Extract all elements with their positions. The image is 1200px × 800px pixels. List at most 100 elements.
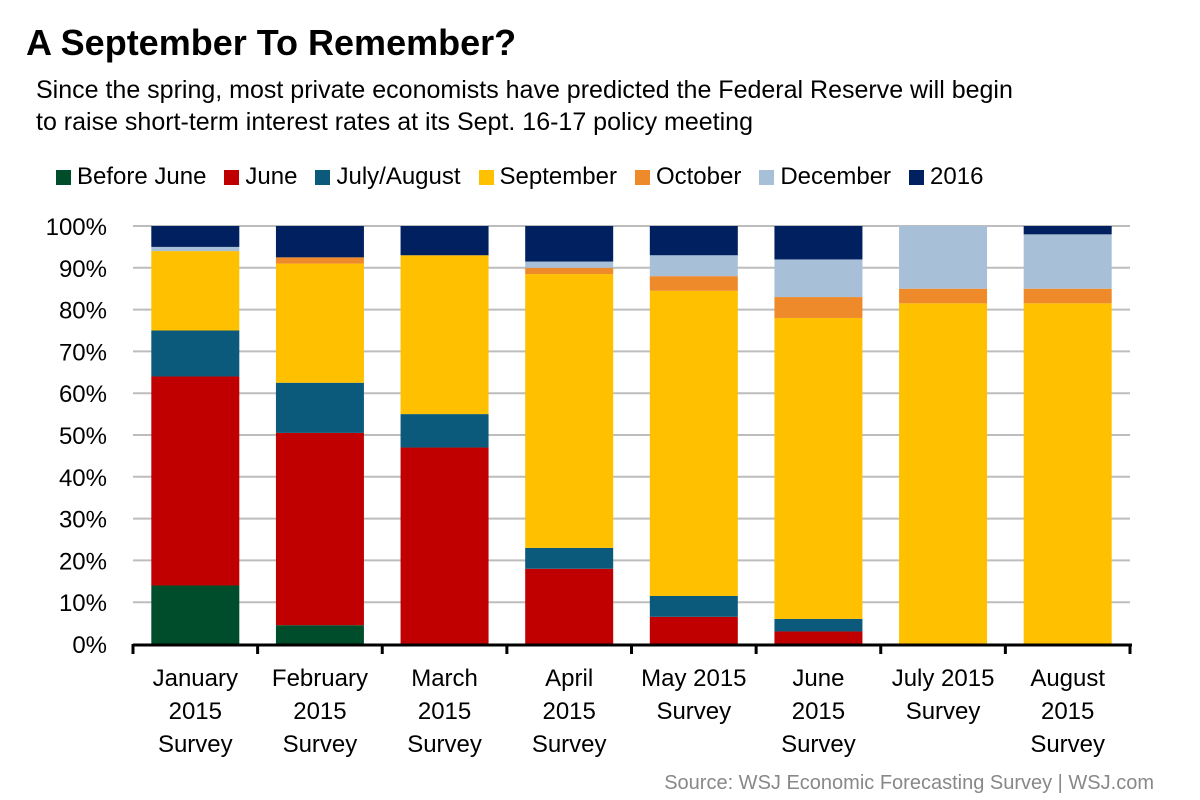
x-tick-label-line: Survey (532, 731, 607, 758)
legend-label: October (655, 163, 742, 190)
legend-label: July/August (336, 163, 461, 190)
bar-segment-2016 (525, 226, 614, 262)
legend-label: June (245, 163, 298, 190)
legend-item: Before June (56, 163, 206, 191)
bar-segment-before-june (151, 585, 240, 644)
bar-segment-october (1023, 288, 1112, 304)
bar-segment-september (649, 290, 738, 596)
x-tick-label-line: 2015 (169, 698, 222, 725)
y-tick-label: 100% (46, 214, 107, 241)
x-tick-label-line: May 2015 (641, 665, 746, 692)
legend-item: December (759, 163, 891, 191)
y-tick-label: 80% (59, 298, 107, 325)
x-tick-label-line: March (411, 665, 478, 692)
x-tick-label: January 2015 Survey (153, 665, 238, 758)
y-tick-label: 90% (59, 256, 107, 283)
bar-segment-june (275, 432, 364, 626)
bar-segment-before-june (275, 625, 364, 644)
y-tick-label: 60% (59, 381, 107, 408)
bar-segment-september (899, 303, 988, 644)
x-tick-label-line: Survey (407, 731, 482, 758)
bar-segment-july-august (649, 595, 738, 617)
bar-segment-2016 (400, 226, 489, 256)
legend-label: 2016 (930, 163, 984, 190)
y-tick-label: 10% (59, 590, 107, 617)
x-tick-label: May 2015 Survey (641, 665, 746, 725)
bar-segment-2016 (1023, 226, 1112, 235)
bar-segment-october (525, 267, 614, 275)
bar-segment-december (899, 226, 988, 289)
bar-segment-2016 (275, 226, 364, 258)
bar-segment-june (151, 376, 240, 586)
y-tick-label: 20% (59, 548, 107, 575)
legend-item: July/August (315, 163, 461, 191)
legend-swatch (315, 169, 331, 185)
x-tick-label-line: January (153, 665, 238, 692)
x-tick-label-line: August (1030, 665, 1105, 692)
legend-item: June (224, 163, 297, 191)
bar-segment-2016 (649, 226, 738, 256)
bar-segment-june (400, 447, 489, 644)
bar-segment-july-august (400, 414, 489, 448)
x-tick-label-line: June (792, 665, 844, 692)
bar-segment-july-august (151, 330, 240, 377)
bar-segment-december (1023, 234, 1112, 289)
y-tick-label: 30% (59, 507, 107, 534)
bar-segment-september (774, 317, 863, 619)
bar-segment-october (275, 257, 364, 264)
bar-segment-september (275, 263, 364, 383)
y-tick-label: 70% (59, 339, 107, 366)
x-tick-label-line: Survey (1030, 731, 1105, 758)
chart-subtitle-line-1: Since the spring, most private economist… (36, 76, 1013, 104)
bar-segment-december (649, 255, 738, 277)
bar-segment-june (774, 631, 863, 644)
y-tick-label: 50% (59, 423, 107, 450)
x-tick-label-line: 2015 (1041, 698, 1094, 725)
legend-label: September (499, 163, 617, 190)
y-tick-label: 0% (72, 632, 107, 659)
x-tick-label: July 2015 Survey (892, 665, 995, 725)
chart-subtitle-line-2: to raise short-term interest rates at it… (36, 108, 753, 136)
bar-segment-december (525, 261, 614, 268)
legend-item: September (478, 163, 617, 191)
bar-segment-july-august (774, 618, 863, 632)
x-tick-label: March 2015 Survey (407, 665, 482, 758)
bar-segment-september (400, 255, 489, 415)
source-note: Source: WSJ Economic Forecasting Survey … (664, 772, 1154, 794)
x-tick-label: June 2015 Survey (781, 665, 856, 758)
legend-swatch (224, 169, 240, 185)
bar-segment-october (774, 297, 863, 318)
chart-title: A September To Remember? (26, 22, 517, 63)
legend-swatch (909, 169, 925, 185)
legend-item: 2016 (909, 163, 983, 191)
legend-swatch (478, 169, 494, 185)
legend-label: December (780, 163, 892, 190)
x-tick-label: April 2015 Survey (532, 665, 607, 758)
bar-segment-october (899, 288, 988, 304)
x-tick-label-line: April (545, 665, 593, 692)
bar-segment-september (151, 251, 240, 331)
bar-segment-september (1023, 303, 1112, 644)
bar-segment-june (525, 568, 614, 644)
x-tick-label-line: July 2015 (892, 665, 995, 692)
bar-segment-december (774, 259, 863, 298)
legend-swatch (56, 169, 71, 185)
x-tick-label-line: Survey (781, 731, 856, 758)
legend-item: October (634, 163, 742, 191)
legend-label: Before June (77, 163, 207, 190)
bar-segment-2016 (151, 226, 240, 247)
x-tick-label-line: February (272, 665, 368, 692)
legend-swatch (759, 169, 775, 185)
x-tick-label-line: Survey (283, 731, 358, 758)
x-tick-label-line: Survey (906, 698, 981, 725)
bar-segment-december (151, 246, 240, 252)
x-tick-label-line: Survey (158, 731, 233, 758)
x-tick-label-line: 2015 (418, 698, 471, 725)
bar-segment-2016 (774, 226, 863, 260)
x-tick-label-line: 2015 (542, 698, 595, 725)
bar-segment-june (649, 616, 738, 644)
y-tick-label: 40% (59, 465, 107, 492)
legend-swatch (634, 169, 650, 185)
x-tick-label: August 2015 Survey (1030, 665, 1105, 758)
